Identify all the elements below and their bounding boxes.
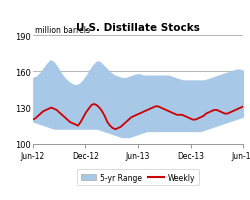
Text: million barrels: million barrels (34, 25, 90, 34)
Title: U.S. Distillate Stocks: U.S. Distillate Stocks (76, 23, 199, 32)
Legend: 5-yr Range, Weekly: 5-yr Range, Weekly (77, 169, 198, 186)
